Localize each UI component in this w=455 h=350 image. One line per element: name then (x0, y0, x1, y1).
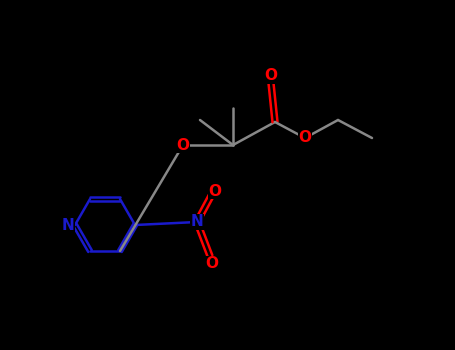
Text: O: O (298, 131, 312, 146)
Text: O: O (208, 183, 222, 198)
Text: O: O (206, 257, 218, 272)
Text: N: N (191, 215, 203, 230)
Text: O: O (177, 138, 189, 153)
Text: O: O (264, 69, 278, 84)
Text: N: N (61, 217, 74, 232)
